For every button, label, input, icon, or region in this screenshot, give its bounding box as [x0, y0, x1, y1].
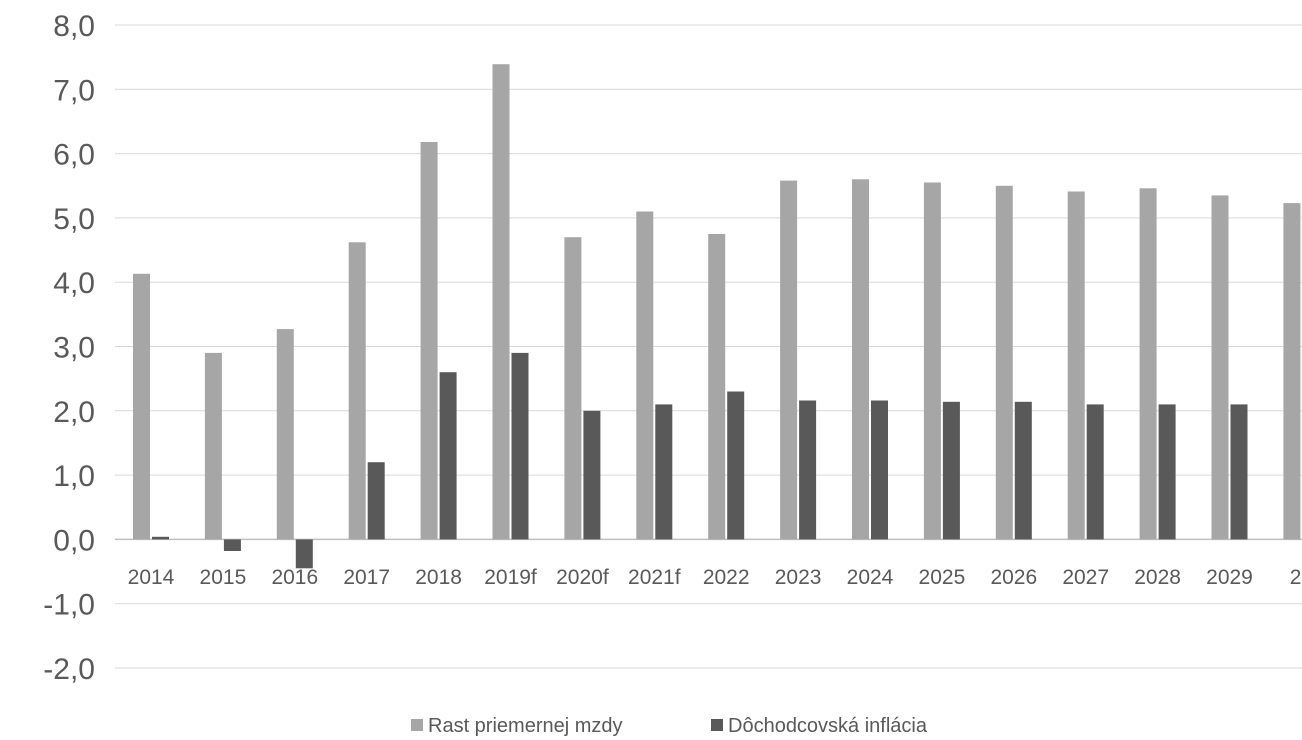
bar-rast-priemernej-mzdy — [1139, 188, 1157, 540]
x-tick-label: 2014 — [128, 566, 175, 589]
bar-dochodcovska-inflacia — [655, 404, 673, 540]
bar-rast-priemernej-mzdy — [852, 179, 869, 540]
x-tick-label: 2018 — [415, 566, 462, 589]
y-axis: 8,0 7,0 6,0 5,0 4,0 3,0 2,0 1,0 0,0 -1,0 -2,0 — [43, 10, 95, 686]
bar-dochodcovska-inflacia — [511, 352, 529, 540]
bar-rast-priemernej-mzdy — [636, 211, 654, 540]
bar-dochodcovska-inflacia — [799, 400, 817, 540]
bar-dochodcovska-inflacia — [942, 401, 960, 540]
bar-rast-priemernej-mzdy — [276, 329, 294, 540]
bar-rast-priemernej-mzdy — [204, 352, 222, 540]
y-tick-label: 6,0 — [53, 139, 95, 172]
x-tick-label: 2019f — [484, 566, 537, 589]
x-tick-label: 2027 — [1062, 566, 1109, 589]
y-tick-label: 4,0 — [53, 267, 95, 300]
bar-dochodcovska-inflacia — [1158, 404, 1176, 540]
y-tick-label: -2,0 — [43, 653, 95, 686]
bar-rast-priemernej-mzdy — [1283, 203, 1301, 540]
legend: Rast priemernej mzdy Dôchodcovská infláci… — [411, 715, 928, 737]
legend-item-dochodcovska-inflacia: Dôchodcovská inflácia — [711, 715, 928, 737]
x-tick-label: 2020f — [556, 566, 609, 589]
y-tick-label: 2,0 — [53, 396, 95, 429]
bar-dochodcovska-inflacia — [1230, 404, 1248, 540]
x-tick-label: 2022 — [703, 566, 750, 589]
bar-rast-priemernej-mzdy — [1067, 191, 1085, 540]
bar-dochodcovska-inflacia — [1014, 401, 1032, 540]
legend-item-rast-priemernej-mzdy: Rast priemernej mzdy — [411, 715, 623, 737]
x-tick-label: 2016 — [271, 566, 318, 589]
y-tick-label: 3,0 — [53, 332, 95, 365]
bar-rast-priemernej-mzdy — [492, 64, 510, 540]
bar-rast-priemernej-mzdy — [564, 237, 582, 540]
x-tick-label: 2017 — [343, 566, 390, 589]
x-axis: 2014 2015 2016 2017 2018 2019f 2020f 2021f 2022 2… — [128, 566, 1302, 589]
bar-rast-priemernej-mzdy — [133, 273, 150, 540]
y-tick-label: -1,0 — [43, 589, 95, 622]
bar-dochodcovska-inflacia — [871, 400, 888, 540]
bar-dochodcovska-inflacia — [152, 536, 169, 540]
bar-rast-priemernej-mzdy — [780, 180, 798, 540]
y-tick-label: 7,0 — [53, 74, 95, 107]
x-tick-label: 2028 — [1134, 566, 1181, 589]
legend-label: Dôchodcovská inflácia — [728, 715, 928, 737]
bar-dochodcovska-inflacia — [295, 539, 313, 569]
bar-dochodcovska-inflacia — [223, 539, 241, 551]
bar-dochodcovska-inflacia — [367, 462, 385, 540]
x-tick-label: 2021f — [628, 566, 681, 589]
y-tick-label: 1,0 — [53, 460, 95, 493]
x-tick-label: 2023 — [775, 566, 822, 589]
x-tick-label: 2026 — [990, 566, 1037, 589]
bar-dochodcovska-inflacia — [1086, 404, 1104, 540]
bars — [133, 64, 1301, 569]
legend-swatch — [711, 719, 723, 731]
bar-rast-priemernej-mzdy — [708, 234, 726, 540]
legend-label: Rast priemernej mzdy — [428, 715, 623, 737]
bar-rast-priemernej-mzdy — [1211, 195, 1229, 540]
legend-swatch — [411, 719, 423, 731]
y-tick-label: 8,0 — [53, 10, 95, 43]
bar-rast-priemernej-mzdy — [420, 142, 438, 540]
x-tick-label: 2024 — [847, 566, 894, 589]
bar-dochodcovska-inflacia — [727, 391, 745, 540]
y-tick-label: 5,0 — [53, 203, 95, 236]
y-tick-label: 0,0 — [53, 524, 95, 557]
x-tick-label: 2029 — [1206, 566, 1253, 589]
x-tick-label: 20 — [1290, 566, 1302, 589]
bar-rast-priemernej-mzdy — [995, 185, 1013, 540]
bar-dochodcovska-inflacia — [583, 410, 601, 540]
bar-dochodcovska-inflacia — [439, 372, 457, 540]
bar-rast-priemernej-mzdy — [348, 242, 366, 540]
bar-rast-priemernej-mzdy — [923, 182, 941, 540]
x-tick-label: 2025 — [919, 566, 966, 589]
x-tick-label: 2015 — [200, 566, 247, 589]
